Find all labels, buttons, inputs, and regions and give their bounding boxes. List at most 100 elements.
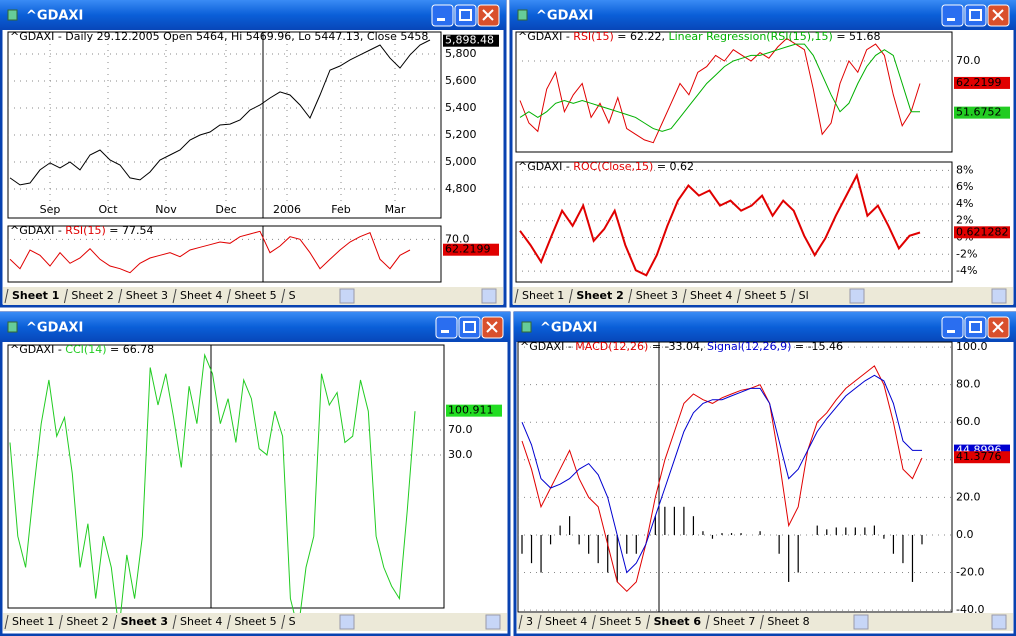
sheet-tab[interactable]: Sl — [799, 289, 809, 302]
tab-bar — [3, 613, 507, 631]
maximize-button[interactable] — [964, 316, 987, 339]
app-icon — [521, 321, 532, 333]
last-value-label: 100.911 — [448, 404, 494, 417]
minimize-button[interactable] — [941, 316, 964, 339]
maximize-button[interactable] — [454, 4, 477, 27]
header-part: ^GDAXI - — [520, 340, 575, 353]
sheet-tab[interactable]: Sheet 8 — [767, 615, 809, 628]
sheet-tab[interactable]: Sheet 7 — [713, 615, 755, 628]
last-value-box — [446, 404, 502, 417]
histogram-bar — [578, 534, 580, 545]
y-tick-label: 60.0 — [956, 415, 981, 428]
sheet-tab[interactable]: Sheet 5 — [599, 615, 641, 628]
header-part: = 51.68 — [833, 30, 881, 43]
series-line — [519, 37, 921, 144]
histogram-bar — [607, 534, 609, 573]
sheet-tab[interactable]: Sheet 1 — [522, 289, 564, 302]
y-tick-label: -40.0 — [956, 603, 984, 616]
y-tick-label: 5,800 — [445, 47, 477, 60]
y-tick-label: 20.0 — [956, 490, 981, 503]
tab-bar — [517, 613, 1013, 631]
sheet-tab[interactable]: Sheet 4 — [180, 289, 222, 302]
sheet-tab[interactable]: Sheet 4 — [690, 289, 732, 302]
histogram-bar — [635, 534, 637, 554]
histogram-bar — [569, 516, 571, 535]
sheet-tab[interactable]: S — [289, 289, 296, 302]
tab-separator — [628, 288, 633, 304]
sheet-tab[interactable]: Sheet 5 — [234, 289, 276, 302]
header-part: MACD(12,26) — [575, 340, 648, 353]
scroll-right[interactable] — [991, 614, 1007, 630]
header-part: RSI(15) — [573, 30, 613, 43]
header-part: = 77.54 — [106, 224, 154, 237]
tab-separator — [646, 614, 651, 630]
minimize-button[interactable] — [431, 4, 454, 27]
y-tick-label: 70.0 — [956, 54, 981, 67]
maximize-glyph — [463, 321, 476, 333]
sheet-tab[interactable]: Sheet 2 — [66, 615, 108, 628]
histogram-bar — [892, 534, 895, 554]
tab-separator — [759, 614, 764, 630]
tab-separator — [514, 288, 519, 304]
tab-separator — [281, 614, 286, 630]
histogram-bar — [588, 534, 590, 554]
histogram-bar — [826, 529, 828, 535]
window-title: ^GDAXI — [26, 9, 83, 24]
header-part: ROC(Close,15) — [573, 160, 653, 173]
tab-separator — [58, 614, 63, 630]
tab-separator — [705, 614, 710, 630]
x-tick-label: Oct — [98, 203, 118, 216]
histogram-bar — [654, 516, 656, 535]
series-line — [519, 172, 921, 277]
header-part: = 66.78 — [106, 343, 154, 356]
pane-frame — [517, 341, 953, 613]
scroll-left[interactable] — [849, 288, 865, 304]
x-tick-label: Mar — [385, 203, 406, 216]
y-tick-label: 30.0 — [448, 448, 473, 461]
minimize-button[interactable] — [435, 316, 458, 339]
x-tick-label: Sep — [40, 203, 61, 216]
scroll-right[interactable] — [991, 288, 1007, 304]
sheet-tab[interactable]: Sheet 5 — [234, 615, 276, 628]
sheet-tab[interactable]: Sheet 5 — [744, 289, 786, 302]
sheet-tab[interactable]: Sheet 2 — [71, 289, 113, 302]
sheet-tab[interactable]: Sheet 3 — [636, 289, 678, 302]
last-value-label: 41.3776 — [956, 450, 1002, 463]
scroll-left[interactable] — [339, 288, 355, 304]
last-value-box — [443, 243, 499, 256]
scroll-left[interactable] — [853, 614, 869, 630]
scroll-right[interactable] — [481, 288, 497, 304]
sheet-tab[interactable]: Sheet 6 — [654, 615, 702, 628]
minimize-glyph — [437, 18, 445, 21]
sheet-tab[interactable]: S — [289, 615, 296, 628]
y-tick-label: 5,200 — [445, 128, 477, 141]
app-icon — [7, 9, 18, 21]
last-value-label: 62.2199 — [445, 243, 491, 256]
sheet-tab[interactable]: Sheet 2 — [576, 289, 623, 302]
scroll-left[interactable] — [339, 614, 355, 630]
minimize-glyph — [947, 18, 955, 21]
sheet-tab[interactable]: Sheet 4 — [180, 615, 222, 628]
tab-separator — [226, 288, 231, 304]
sheet-tab[interactable]: Sheet 3 — [121, 615, 168, 628]
tab-separator — [791, 288, 796, 304]
histogram-bar — [883, 534, 885, 539]
sheet-tab[interactable]: Sheet 4 — [545, 615, 587, 628]
series-line — [519, 43, 920, 132]
window-title: ^GDAXI — [540, 321, 597, 336]
scroll-right[interactable] — [485, 614, 501, 630]
sheet-tab[interactable]: Sheet 3 — [126, 289, 168, 302]
y-tick-label: 4% — [956, 197, 973, 210]
maximize-button[interactable] — [458, 316, 481, 339]
header-part: = -15.46 — [791, 340, 843, 353]
maximize-button[interactable] — [964, 4, 987, 27]
histogram-bar — [540, 534, 542, 573]
sheet-tab[interactable]: 3 — [526, 615, 533, 628]
pane-header: ^GDAXI - MACD(12,26) = -33.04, Signal(12… — [520, 340, 843, 353]
minimize-button[interactable] — [941, 4, 964, 27]
y-tick-label: 70.0 — [445, 232, 470, 245]
tab-separator — [172, 614, 177, 630]
sheet-tab[interactable]: Sheet 1 — [12, 289, 59, 302]
sheet-tab[interactable]: Sheet 1 — [12, 615, 54, 628]
